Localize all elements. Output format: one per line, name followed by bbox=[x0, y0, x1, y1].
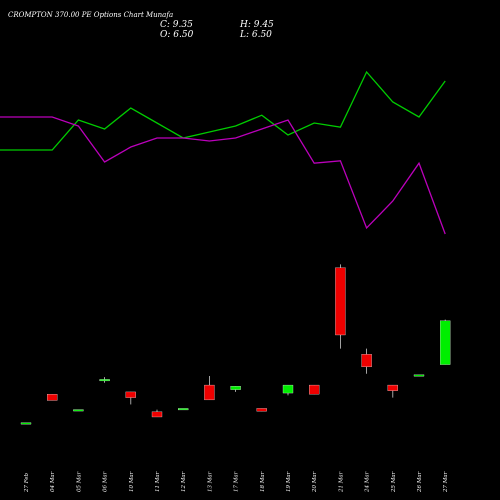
candle-body bbox=[204, 384, 215, 401]
x-tick-label: 24 Mar bbox=[365, 471, 371, 493]
candle-body bbox=[47, 394, 58, 401]
candle-27-mar bbox=[440, 319, 451, 365]
magenta-indicator-line bbox=[0, 116, 446, 235]
candle-body bbox=[309, 384, 320, 395]
candle-17-mar bbox=[230, 386, 241, 392]
candlesticks bbox=[20, 264, 451, 425]
candle-body bbox=[387, 384, 398, 391]
x-axis-labels: 27 Feb 04 Mar 05 Mar 06 Mar 10 Mar 11 Mar 12 M… bbox=[24, 471, 449, 493]
candle-21-mar bbox=[335, 264, 346, 349]
x-tick-label: 27 Feb bbox=[24, 472, 30, 493]
candle-body bbox=[413, 374, 425, 377]
candle-12-mar bbox=[178, 408, 189, 411]
x-tick-label: 20 Mar bbox=[312, 471, 318, 493]
x-tick-label: 10 Mar bbox=[129, 471, 135, 492]
candle-body bbox=[73, 409, 84, 412]
candle-body bbox=[361, 354, 372, 368]
x-tick-label: 12 Mar bbox=[181, 471, 187, 492]
candle-06-mar bbox=[99, 377, 110, 383]
high-value: H: 9.45 bbox=[240, 20, 274, 30]
candle-body bbox=[282, 384, 294, 394]
candle-body bbox=[256, 408, 267, 412]
candle-body bbox=[20, 422, 32, 425]
x-tick-label: 19 Mar bbox=[286, 471, 292, 492]
x-tick-label: 13 Mar bbox=[207, 471, 213, 492]
open-value: O: 6.50 bbox=[160, 30, 194, 40]
candle-body bbox=[151, 411, 163, 418]
chart-title: CROMPTON 370.00 PE Options Chart Munafa bbox=[8, 11, 174, 19]
candle-18-mar bbox=[256, 408, 267, 412]
green-indicator-line bbox=[0, 70, 446, 151]
candle-10-mar bbox=[125, 391, 136, 405]
x-tick-label: 27 Mar bbox=[443, 471, 449, 493]
x-tick-label: 11 Mar bbox=[155, 471, 161, 492]
candle-04-mar bbox=[47, 394, 58, 401]
candle-11-mar bbox=[151, 409, 163, 418]
candle-05-mar bbox=[73, 409, 84, 412]
candle-20-mar bbox=[309, 384, 320, 395]
indicator-lines bbox=[0, 70, 446, 235]
x-tick-label: 06 Mar bbox=[103, 471, 109, 492]
x-tick-label: 26 Mar bbox=[417, 471, 423, 493]
candle-26-mar bbox=[413, 374, 425, 377]
candle-13-mar bbox=[204, 375, 215, 401]
candle-19-mar bbox=[282, 384, 294, 396]
candle-25-mar bbox=[387, 384, 398, 398]
candle-27-feb bbox=[20, 422, 32, 425]
candle-body bbox=[178, 408, 189, 411]
x-tick-label: 21 Mar bbox=[338, 471, 344, 493]
candle-body bbox=[230, 386, 241, 390]
candle-24-mar bbox=[361, 348, 372, 374]
low-value: L: 6.50 bbox=[240, 30, 272, 40]
candle-body bbox=[99, 379, 110, 382]
candle-body bbox=[125, 391, 136, 398]
x-tick-label: 18 Mar bbox=[260, 471, 266, 492]
x-tick-label: 04 Mar bbox=[50, 471, 56, 492]
x-tick-label: 05 Mar bbox=[76, 471, 82, 492]
candle-body bbox=[335, 267, 346, 336]
candle-body bbox=[440, 320, 451, 365]
x-tick-label: 25 Mar bbox=[391, 471, 397, 493]
close-value: C: 9.35 bbox=[160, 20, 193, 30]
x-tick-label: 17 Mar bbox=[234, 471, 240, 492]
